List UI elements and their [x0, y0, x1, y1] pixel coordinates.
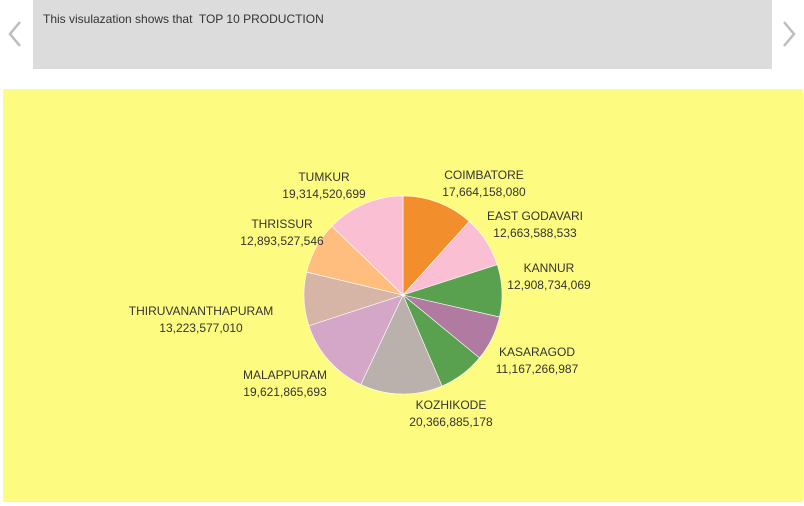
- slice-label: TUMKUR: [298, 170, 350, 184]
- caption-text: This visulazation shows that TOP 10 PROD…: [43, 12, 324, 26]
- slice-label: THRISSUR: [251, 217, 313, 231]
- pie-slice[interactable]: [331, 195, 404, 296]
- slice-value-label: 12,908,734,069: [507, 278, 591, 292]
- slice-label: EAST GODAVARI: [487, 209, 583, 223]
- slice-value-label: 13,223,577,010: [159, 321, 243, 335]
- pie-slice[interactable]: [308, 294, 404, 385]
- pie-slice[interactable]: [402, 195, 470, 296]
- slice-value-label: 20,366,885,178: [409, 415, 493, 429]
- pie-slice[interactable]: [360, 294, 443, 395]
- chart-area: COIMBATORE 17,664,158,080 EAST GODAVARI 12,…: [3, 89, 803, 502]
- slice-value-label: 12,893,527,546: [240, 234, 324, 248]
- slice-label: KOZHIKODE: [416, 398, 487, 412]
- slice-label: COIMBATORE: [444, 168, 524, 182]
- chevron-left-icon: [8, 21, 21, 47]
- chevron-right-icon: [783, 21, 796, 47]
- next-button[interactable]: [780, 18, 798, 50]
- slice-value-label: 17,664,158,080: [442, 185, 526, 199]
- slice-label: KANNUR: [524, 261, 575, 275]
- slice-value-label: 12,663,588,533: [493, 226, 577, 240]
- slice-label: KASARAGOD: [499, 345, 575, 359]
- slice-label: MALAPPURAM: [243, 368, 327, 382]
- slice-value-label: 19,314,520,699: [282, 187, 366, 201]
- pie-chart: COIMBATORE 17,664,158,080 EAST GODAVARI 12,…: [129, 168, 591, 429]
- slice-value-label: 11,167,266,987: [496, 362, 579, 376]
- prev-button[interactable]: [6, 18, 24, 50]
- slice-value-label: 19,621,865,693: [243, 385, 327, 399]
- caption-box: This visulazation shows that TOP 10 PROD…: [33, 0, 772, 69]
- slice-label: THIRUVANANTHAPURAM: [129, 304, 273, 318]
